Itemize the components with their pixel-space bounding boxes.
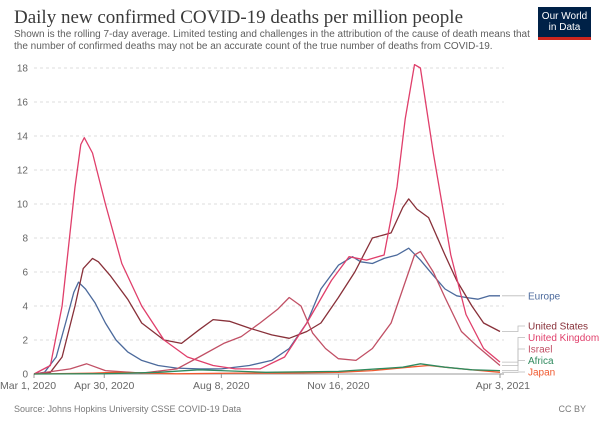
owid-logo[interactable]: Our World in Data [538,7,591,40]
x-tick-label: Apr 3, 2021 [476,380,530,392]
y-tick-label: 8 [22,234,28,245]
logo-line-1: Our World [541,11,588,22]
logo-accent-bar [538,37,591,40]
x-tick-label: Apr 30, 2020 [74,380,134,392]
y-tick-label: 4 [22,302,28,313]
y-tick-label: 10 [17,200,29,211]
legend-label-japan: Japan [528,368,555,379]
chart-title: Daily new confirmed COVID-19 deaths per … [14,7,464,28]
chart-subtitle: Shown is the rolling 7-day average. Limi… [14,29,530,52]
legend-connector-africa [502,360,525,371]
y-tick-label: 0 [22,370,28,381]
legend-label-israel: Israel [528,345,552,356]
legend-connector-united-kingdom [502,337,525,363]
legend-label-united-states: United States [528,322,588,333]
logo-line-2: in Data [548,22,581,33]
series-line-united-kingdom [33,63,501,375]
x-tick-label: Nov 16, 2020 [307,380,370,392]
y-tick-label: 2 [22,336,28,347]
legend-connector-israel [502,348,525,366]
y-tick-label: 14 [17,132,29,143]
legend-label-united-kingdom: United Kingdom [528,333,599,344]
x-tick-label: Mar 1, 2020 [0,380,56,392]
series-line-africa [33,363,501,375]
y-tick-label: 18 [17,64,29,75]
x-tick-label: Aug 8, 2020 [193,380,250,392]
series-line-israel [33,250,501,375]
y-tick-label: 6 [22,268,28,279]
source-note[interactable]: Source: Johns Hopkins University CSSE CO… [14,404,242,414]
legend-label-europe: Europe [528,291,561,302]
legend-label-africa: Africa [528,356,554,367]
legend-connector-united-states [502,325,525,332]
y-tick-label: 12 [17,166,29,177]
y-tick-label: 16 [17,98,29,109]
license-label[interactable]: CC BY [558,404,586,414]
series-line-united-states [33,198,501,375]
